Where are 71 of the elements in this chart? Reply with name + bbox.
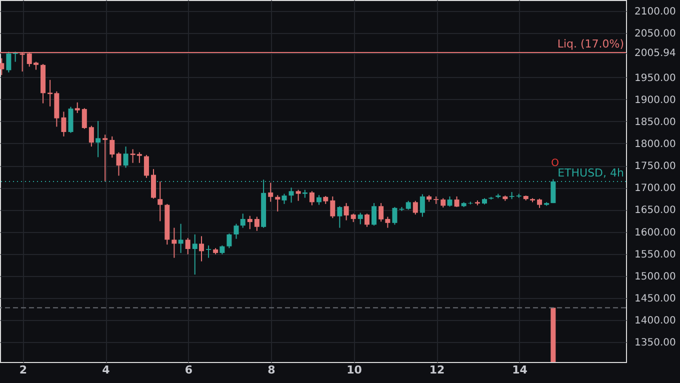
candlestick	[420, 194, 425, 218]
x-tick-label: 2	[19, 364, 28, 376]
candlestick	[178, 223, 184, 254]
ref-line-label: Liq. (17.0%)	[557, 38, 624, 51]
y-tick-label: 1500.00	[634, 271, 676, 282]
y-tick-label: 1850.00	[634, 116, 676, 128]
candlestick	[447, 196, 452, 208]
x-tick-label: 10	[346, 364, 362, 376]
candlestick	[234, 223, 239, 240]
y-tick-label: 1400.00	[634, 316, 676, 327]
candlestick	[440, 198, 446, 208]
candlestick	[268, 182, 274, 202]
ref-line-label: ETHUSD, 4h	[558, 166, 624, 180]
candlestick	[337, 206, 342, 228]
candlestick	[6, 51, 12, 73]
candlestick	[330, 196, 336, 219]
y-tick-label: 1800.00	[634, 138, 676, 150]
candlestick	[344, 202, 349, 221]
y-tick-label: 1900.00	[634, 94, 676, 106]
candlestick	[68, 106, 74, 134]
annotation: O	[551, 158, 560, 169]
candlestick	[247, 215, 252, 230]
y-tick-label: 2005.94	[634, 48, 676, 60]
x-tick-label: 4	[102, 364, 110, 376]
candlestick	[82, 108, 87, 130]
y-tick-label: 2100.00	[634, 6, 676, 18]
candlestick	[358, 212, 363, 225]
candlestick	[74, 102, 80, 114]
candlestick	[309, 190, 314, 206]
y-tick-label: 1750.00	[634, 161, 676, 172]
candlestick	[192, 234, 198, 276]
candlestick	[172, 227, 177, 258]
candlestick	[288, 187, 294, 204]
candlestick	[96, 120, 101, 158]
candlestick	[88, 125, 94, 148]
x-tick-label: 14	[512, 364, 528, 376]
candlestick	[316, 194, 322, 206]
y-tick-label: 1600.00	[634, 227, 676, 238]
candlestick	[537, 198, 542, 208]
candlestick	[158, 180, 163, 222]
x-tick-label: 12	[429, 364, 445, 376]
candlestick	[254, 216, 260, 232]
candlestick	[144, 154, 149, 178]
candlestick	[226, 233, 232, 249]
y-tick-label: 1550.00	[634, 249, 676, 260]
candlestick	[102, 134, 108, 182]
candlestick	[198, 236, 204, 262]
candlestick	[206, 244, 212, 258]
candlestick	[364, 213, 370, 228]
x-tick-label: 8	[268, 364, 276, 376]
y-tick-label: 1450.00	[634, 293, 676, 304]
candlestick	[0, 58, 4, 76]
candlestick	[123, 146, 128, 168]
y-tick-label: 1700.00	[634, 183, 676, 194]
candlestick	[275, 194, 280, 212]
y-tick-label: 1950.00	[634, 72, 676, 84]
candlestick	[392, 206, 398, 226]
x-tick-label: 6	[184, 364, 193, 376]
candlestick	[185, 237, 190, 255]
candlestick	[372, 202, 377, 226]
candlestick	[240, 213, 246, 228]
candlestick	[151, 168, 156, 200]
candlestick	[282, 193, 287, 204]
y-tick-label: 1650.00	[634, 205, 676, 216]
candlestick	[296, 189, 301, 202]
candlestick	[454, 196, 460, 208]
y-tick-label: 1350.00	[634, 338, 676, 349]
candlestick	[61, 111, 66, 137]
candlestick	[12, 51, 18, 62]
candlestick	[412, 200, 418, 216]
y-tick-label: 2050.00	[634, 28, 676, 40]
